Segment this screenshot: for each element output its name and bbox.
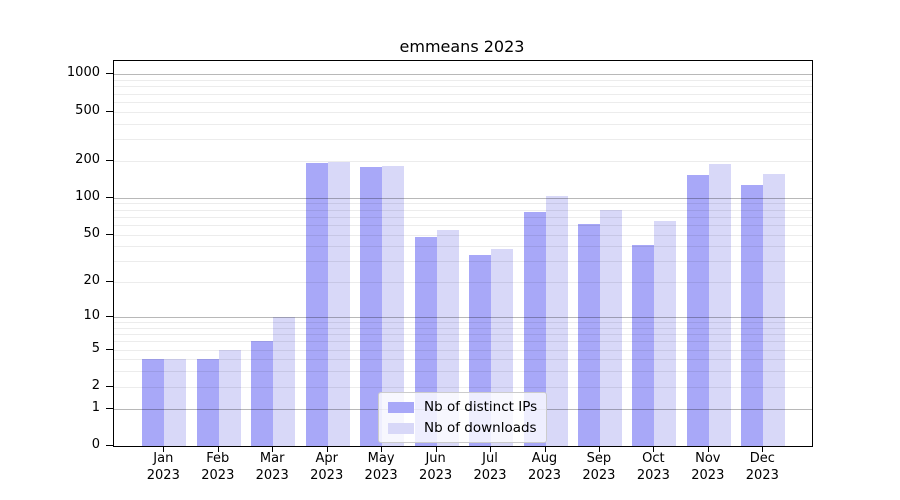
y-tick-mark bbox=[106, 445, 113, 446]
legend-label: Nb of distinct IPs bbox=[424, 399, 538, 415]
y-tick-mark bbox=[106, 407, 113, 409]
y-tick-label: 1 bbox=[91, 399, 100, 415]
x-tick-mark bbox=[217, 446, 219, 452]
x-tick-mark bbox=[381, 446, 383, 452]
x-tick-label: Aug 2023 bbox=[527, 451, 562, 483]
y-tick-mark bbox=[106, 73, 113, 75]
x-tick-label: Jul 2023 bbox=[473, 451, 507, 483]
y-tick-label: 5 bbox=[91, 340, 100, 356]
bar-downloads-nov bbox=[708, 164, 731, 446]
x-tick-mark bbox=[272, 446, 274, 452]
legend-item: Nb of downloads bbox=[388, 420, 537, 436]
bar-downloads-apr bbox=[327, 162, 350, 446]
y-tick-mark bbox=[106, 233, 113, 235]
x-tick-label: Nov 2023 bbox=[691, 451, 725, 483]
bar-downloads-dec bbox=[763, 174, 786, 446]
x-tick-mark bbox=[163, 446, 165, 452]
bar-downloads-sep bbox=[599, 210, 622, 446]
x-tick-label: Apr 2023 bbox=[310, 451, 344, 483]
x-tick-label: May 2023 bbox=[364, 451, 398, 483]
x-tick-mark bbox=[653, 446, 655, 452]
y-tick-mark bbox=[106, 196, 113, 198]
bar-ips-may bbox=[360, 166, 383, 446]
bar-ips-sep bbox=[577, 224, 600, 446]
chart-title: emmeans 2023 bbox=[399, 37, 525, 56]
x-tick-label: Dec 2023 bbox=[745, 451, 779, 483]
bar-downloads-mar bbox=[273, 317, 296, 446]
legend-swatch bbox=[388, 401, 414, 413]
y-tick-label: 0 bbox=[91, 437, 100, 452]
x-tick-mark bbox=[707, 446, 709, 452]
x-tick-label: Feb 2023 bbox=[201, 451, 235, 483]
x-tick-label: Jun 2023 bbox=[419, 451, 453, 483]
x-tick-mark bbox=[435, 446, 437, 452]
bar-ips-feb bbox=[196, 359, 219, 446]
bar-ips-mar bbox=[251, 341, 274, 446]
bars-layer bbox=[114, 61, 812, 446]
y-tick-label: 500 bbox=[75, 102, 100, 118]
y-tick-label: 20 bbox=[83, 273, 100, 289]
y-tick-mark bbox=[106, 159, 113, 161]
x-tick-mark bbox=[544, 446, 546, 452]
y-tick-label: 1000 bbox=[66, 65, 100, 81]
y-tick-mark bbox=[106, 316, 113, 317]
bar-downloads-feb bbox=[218, 349, 241, 446]
y-tick-mark bbox=[106, 348, 113, 350]
bar-ips-oct bbox=[632, 244, 655, 446]
bar-downloads-oct bbox=[654, 220, 677, 446]
plot-area: Nb of distinct IPs Nb of downloads bbox=[113, 60, 813, 447]
x-tick-label: Mar 2023 bbox=[255, 451, 289, 483]
y-tick-mark bbox=[106, 110, 113, 112]
legend-label: Nb of downloads bbox=[424, 420, 537, 436]
y-tick-label: 200 bbox=[75, 151, 100, 167]
x-tick-mark bbox=[762, 446, 764, 452]
bar-downloads-aug bbox=[545, 196, 568, 446]
x-tick-mark bbox=[490, 446, 491, 452]
y-tick-label: 10 bbox=[83, 308, 100, 323]
bar-ips-jan bbox=[142, 359, 165, 446]
y-tick-label: 2 bbox=[91, 377, 100, 393]
bar-ips-nov bbox=[686, 175, 709, 446]
bar-ips-dec bbox=[741, 184, 764, 446]
x-tick-mark bbox=[598, 446, 600, 452]
x-tick-mark bbox=[326, 446, 328, 452]
bar-downloads-may bbox=[382, 166, 405, 446]
bar-ips-apr bbox=[305, 163, 328, 446]
legend-item: Nb of distinct IPs bbox=[388, 399, 537, 415]
y-tick-label: 100 bbox=[75, 188, 100, 204]
x-tick-label: Jan 2023 bbox=[146, 451, 180, 483]
y-tick-mark bbox=[106, 385, 113, 387]
bar-downloads-jan bbox=[164, 359, 187, 446]
x-tick-label: Oct 2023 bbox=[636, 451, 670, 483]
bar-ips-aug bbox=[523, 212, 546, 446]
y-tick-mark bbox=[106, 281, 113, 283]
y-tick-label: 50 bbox=[83, 225, 100, 241]
legend: Nb of distinct IPs Nb of downloads bbox=[378, 392, 548, 443]
legend-swatch bbox=[388, 422, 414, 434]
x-tick-label: Sep 2023 bbox=[582, 451, 616, 483]
